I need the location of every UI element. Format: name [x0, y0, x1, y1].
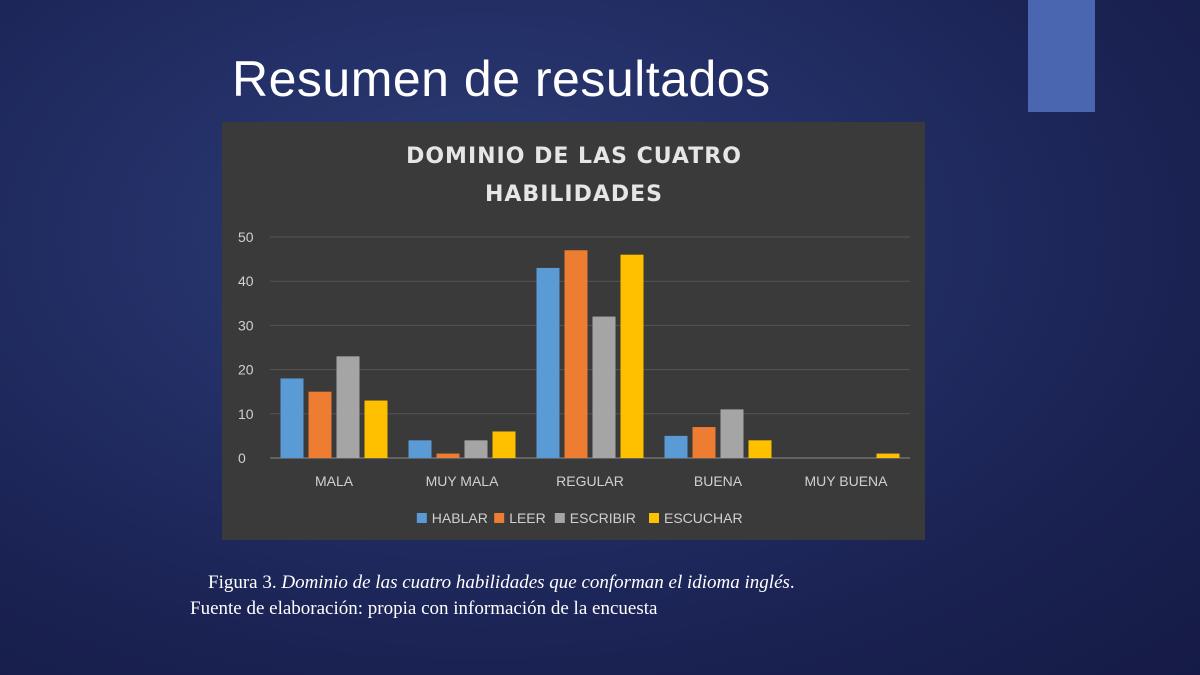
y-tick-label: 0: [238, 450, 246, 466]
figure-description: Dominio de las cuatro habilidades que co…: [281, 572, 790, 593]
bar-chart: DOMINIO DE LAS CUATRO HABILIDADES 0 10 20 3…: [238, 144, 910, 526]
bars: [280, 250, 900, 458]
legend-label-leer: LEER: [509, 510, 546, 526]
legend-swatch-leer: [494, 513, 505, 523]
bar-escribir-mala: [336, 356, 360, 458]
bar-leer-mala: [308, 391, 332, 458]
y-tick-label: 30: [238, 317, 254, 333]
bar-escuchar-regular: [620, 254, 644, 458]
legend-label-escuchar: ESCUCHAR: [664, 510, 743, 526]
legend-swatch-escuchar: [649, 513, 659, 523]
accent-block: [1028, 0, 1095, 112]
figure-period: .: [789, 572, 795, 593]
bar-escuchar-muy-buena: [876, 453, 900, 458]
legend-label-escribir: ESCRIBIR: [570, 510, 636, 526]
bar-escribir-regular: [592, 316, 616, 458]
bar-escuchar-buena: [748, 440, 772, 458]
y-axis-ticks: 0 10 20 30 40 50: [238, 229, 254, 466]
caption-line-source: Fuente de elaboración: propia con inform…: [190, 598, 658, 619]
figure-label: Figura 3.: [208, 572, 277, 593]
bar-escribir-buena: [720, 409, 744, 458]
y-tick-label: 50: [238, 229, 254, 245]
chart-title-line-2: HABILIDADES: [485, 182, 663, 207]
x-category-label: REGULAR: [556, 473, 624, 489]
legend-swatch-escribir: [554, 513, 565, 523]
x-category-label: MALA: [315, 473, 354, 489]
bar-hablar-muy-mala: [408, 440, 432, 458]
x-category-label: BUENA: [694, 473, 743, 489]
bar-escribir-muy-mala: [464, 440, 488, 458]
bar-escuchar-muy-mala: [492, 431, 516, 458]
legend-swatch-hablar: [416, 513, 427, 523]
y-tick-label: 20: [238, 362, 254, 378]
y-tick-label: 40: [238, 273, 254, 289]
legend: HABLAR LEER ESCRIBIR ESCUCHAR: [416, 510, 743, 526]
chart-panel: DOMINIO DE LAS CUATRO HABILIDADES 0 10 20 3…: [222, 122, 925, 540]
bar-leer-regular: [564, 250, 588, 458]
x-category-label: MUY BUENA: [805, 473, 889, 489]
bar-hablar-mala: [280, 378, 304, 458]
x-axis-labels: MALA MUY MALA REGULAR BUENA MUY BUENA: [315, 473, 888, 489]
caption-line-figure: Figura 3. Dominio de las cuatro habilida…: [190, 570, 950, 596]
chart-title-line-1: DOMINIO DE LAS CUATRO: [406, 144, 742, 169]
bar-leer-muy-mala: [436, 453, 460, 458]
x-category-label: MUY MALA: [426, 473, 500, 489]
bar-escuchar-mala: [364, 400, 388, 458]
y-tick-label: 10: [238, 406, 254, 422]
legend-label-hablar: HABLAR: [432, 510, 488, 526]
slide-title: Resumen de resultados: [232, 51, 771, 107]
bar-hablar-regular: [536, 267, 560, 458]
bar-hablar-buena: [664, 435, 688, 458]
figure-caption: Figura 3. Dominio de las cuatro habilida…: [190, 570, 950, 622]
bar-leer-buena: [692, 427, 716, 458]
